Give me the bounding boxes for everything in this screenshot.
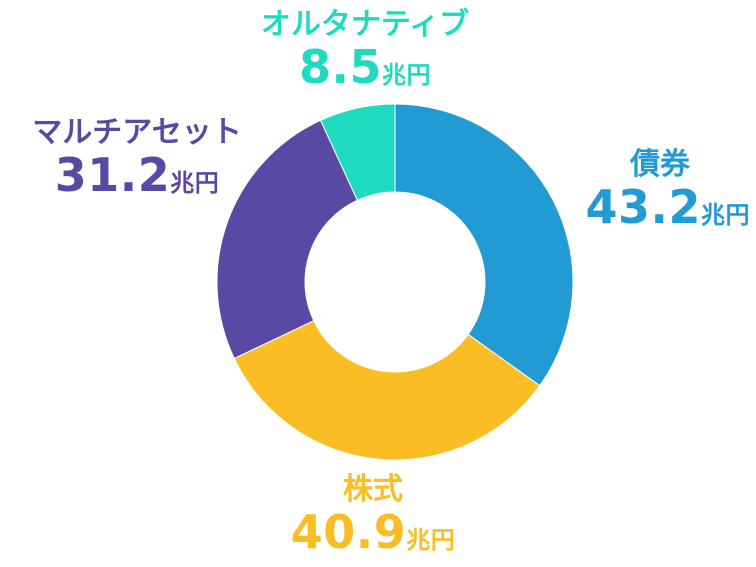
label-bonds-value-line: 43.2兆円: [586, 184, 751, 230]
label-multi-asset-name: マルチアセット: [32, 115, 242, 150]
label-equities: 株式 40.9兆円: [278, 472, 468, 556]
label-equities-value: 40.9: [290, 505, 407, 559]
label-multi-asset-value: 31.2: [54, 148, 171, 202]
label-alternative-value-line: 8.5兆円: [220, 44, 510, 90]
label-alternative-value: 8.5: [299, 40, 382, 94]
label-bonds: 債券 43.2兆円: [586, 147, 751, 231]
label-multi-asset-unit: 兆円: [170, 169, 220, 197]
label-alternative: オルタナティブ 8.5兆円: [220, 7, 510, 91]
slice-3: [319, 103, 396, 201]
label-bonds-value: 43.2: [585, 180, 701, 234]
label-equities-name: 株式: [343, 472, 403, 507]
label-bonds-unit: 兆円: [701, 201, 750, 229]
slice-1: [233, 320, 541, 461]
label-multi-asset: マルチアセット 31.2兆円: [6, 115, 268, 199]
label-alternative-name: オルタナティブ: [260, 7, 470, 42]
label-alternative-unit: 兆円: [382, 61, 431, 89]
slice-0: [394, 103, 574, 387]
label-equities-unit: 兆円: [406, 526, 456, 554]
label-bonds-name: 債券: [630, 147, 690, 182]
slice-2: [216, 119, 359, 360]
label-multi-asset-value-line: 31.2兆円: [6, 152, 268, 198]
label-equities-value-line: 40.9兆円: [278, 509, 468, 555]
